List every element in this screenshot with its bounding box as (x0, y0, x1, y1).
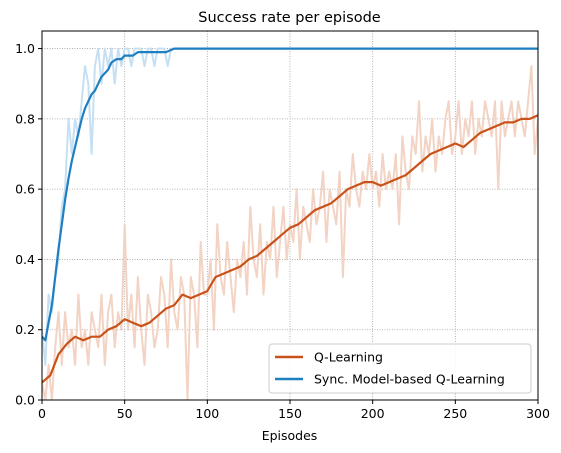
legend: Q-Learning Sync. Model-based Q-Learning (268, 343, 532, 394)
x-tick-label: 250 (443, 406, 467, 421)
raw-line-q-learning (42, 65, 538, 400)
y-tick-label: 0.2 (15, 322, 35, 337)
legend-label-q-learning: Q-Learning (314, 350, 383, 365)
chart-title: Success rate per episode (198, 10, 381, 26)
x-tick-label: 150 (278, 406, 302, 421)
y-tick-label: 0.8 (15, 111, 35, 126)
smoothed-line-q-learning (42, 114, 538, 384)
y-tick-label: 0.4 (15, 252, 35, 267)
x-tick-label: 50 (117, 406, 133, 421)
x-tick-label: 200 (361, 406, 385, 421)
y-tick-label: 0.0 (15, 393, 35, 408)
smoothed-series-layer (42, 47, 538, 384)
x-tick-label: 100 (195, 406, 219, 421)
y-tick-label: 0.6 (15, 182, 35, 197)
x-tick-label: 0 (38, 406, 46, 421)
smoothed-line-sync-model-based (42, 47, 538, 342)
x-axis-label: Episodes (262, 428, 318, 443)
x-tick-label: 300 (526, 406, 550, 421)
legend-label-sync-model-based: Sync. Model-based Q-Learning (314, 372, 505, 387)
x-axis-ticks: 0 50 100 150 200 250 300 (38, 400, 550, 421)
y-tick-label: 1.0 (15, 41, 35, 56)
y-axis-ticks: 0.0 0.2 0.4 0.6 0.8 1.0 (15, 41, 42, 408)
legend-box (268, 343, 532, 394)
